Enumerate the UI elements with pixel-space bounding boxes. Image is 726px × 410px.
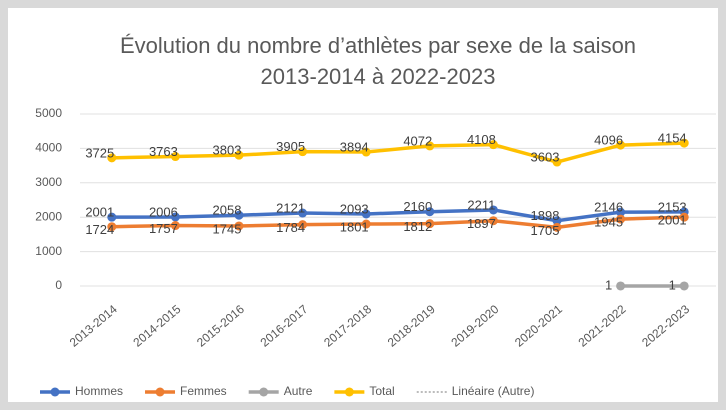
point [107, 222, 117, 232]
point [298, 220, 308, 230]
legend-label: Hommes [75, 384, 123, 398]
chart-frame: Évolution du nombre d’athlètes par sexe … [8, 8, 718, 402]
point [298, 208, 308, 218]
data-label: 1945 [594, 215, 623, 230]
x-tick-label: 2017-2018 [321, 302, 374, 350]
data-label: 2153 [658, 199, 687, 214]
point [552, 222, 562, 232]
point [425, 141, 435, 151]
data-label: 2146 [594, 200, 623, 215]
data-label: 1 [605, 277, 612, 292]
x-tick-label: 2022-2023 [639, 302, 692, 350]
point [679, 281, 689, 291]
point [679, 212, 689, 222]
point [234, 150, 244, 160]
data-label: 2160 [403, 199, 432, 214]
point [616, 207, 626, 217]
data-label: 2058 [213, 203, 242, 218]
legend-marker [155, 387, 165, 397]
data-label: 2093 [340, 201, 369, 216]
point [616, 140, 626, 150]
point [361, 147, 371, 157]
point [107, 212, 117, 222]
point [488, 216, 498, 226]
data-label: 4108 [467, 132, 496, 147]
data-label: 1784 [276, 220, 305, 235]
point [679, 138, 689, 148]
x-tick-label: 2020-2021 [512, 302, 565, 350]
chart-title: Évolution du nombre d’athlètes par sexe … [119, 33, 637, 89]
data-label: 1801 [340, 219, 369, 234]
data-label: 4072 [403, 133, 432, 148]
point [234, 210, 244, 220]
x-tick-label: 2016-2017 [258, 302, 311, 350]
data-label: 2006 [149, 204, 178, 219]
x-tick-label: 2019-2020 [448, 302, 501, 350]
point [361, 209, 371, 219]
series-line [111, 208, 685, 223]
point [552, 157, 562, 167]
point [425, 207, 435, 217]
data-label: 3803 [213, 143, 242, 158]
data-label: 1897 [467, 216, 496, 231]
point [170, 221, 180, 231]
data-label: 3894 [340, 139, 369, 154]
legend-marker [259, 387, 269, 397]
x-tick-label: 2018-2019 [385, 302, 438, 350]
point [552, 216, 562, 226]
data-label: 3763 [149, 144, 178, 159]
x-tick-label: 2021-2022 [576, 302, 629, 350]
point [488, 205, 498, 215]
y-tick-label: 0 [55, 278, 62, 292]
data-label: 3603 [531, 149, 560, 164]
y-tick-label: 3000 [35, 175, 62, 189]
point [425, 219, 435, 229]
data-label: 4096 [594, 133, 623, 148]
data-label: 4154 [658, 131, 687, 146]
series-line [111, 215, 685, 230]
x-tick-label: 2014-2015 [130, 302, 183, 350]
data-label: 1705 [531, 223, 560, 238]
data-label: 2121 [276, 200, 305, 215]
x-tick-label: 2013-2014 [67, 302, 120, 350]
point [107, 153, 117, 163]
series-line [111, 141, 685, 164]
legend-label: Autre [284, 384, 313, 398]
data-label: 3725 [85, 145, 114, 160]
data-label: 3905 [276, 139, 305, 154]
data-label: 2001 [658, 213, 687, 228]
data-label: 1724 [85, 222, 114, 237]
x-tick-label: 2015-2016 [194, 302, 247, 350]
point [170, 152, 180, 162]
point [616, 281, 626, 291]
legend-marker [50, 387, 60, 397]
data-label: 1757 [149, 221, 178, 236]
y-tick-label: 2000 [35, 209, 62, 223]
y-tick-label: 4000 [35, 141, 62, 155]
point [616, 214, 626, 224]
legend-marker [344, 387, 354, 397]
data-label: 2211 [467, 197, 495, 212]
y-tick-label: 5000 [35, 106, 62, 120]
data-label: 1898 [531, 208, 560, 223]
point [170, 212, 180, 222]
legend-label: Femmes [180, 384, 227, 398]
data-label: 1 [669, 277, 676, 292]
point [298, 147, 308, 157]
point [488, 140, 498, 150]
y-tick-label: 1000 [35, 244, 62, 258]
legend-label: Total [369, 384, 394, 398]
data-label: 1812 [403, 219, 432, 234]
point [234, 221, 244, 231]
data-label: 1745 [213, 221, 242, 236]
data-label: 2001 [85, 205, 114, 220]
point [361, 219, 371, 229]
legend-label: Linéaire (Autre) [452, 384, 535, 398]
